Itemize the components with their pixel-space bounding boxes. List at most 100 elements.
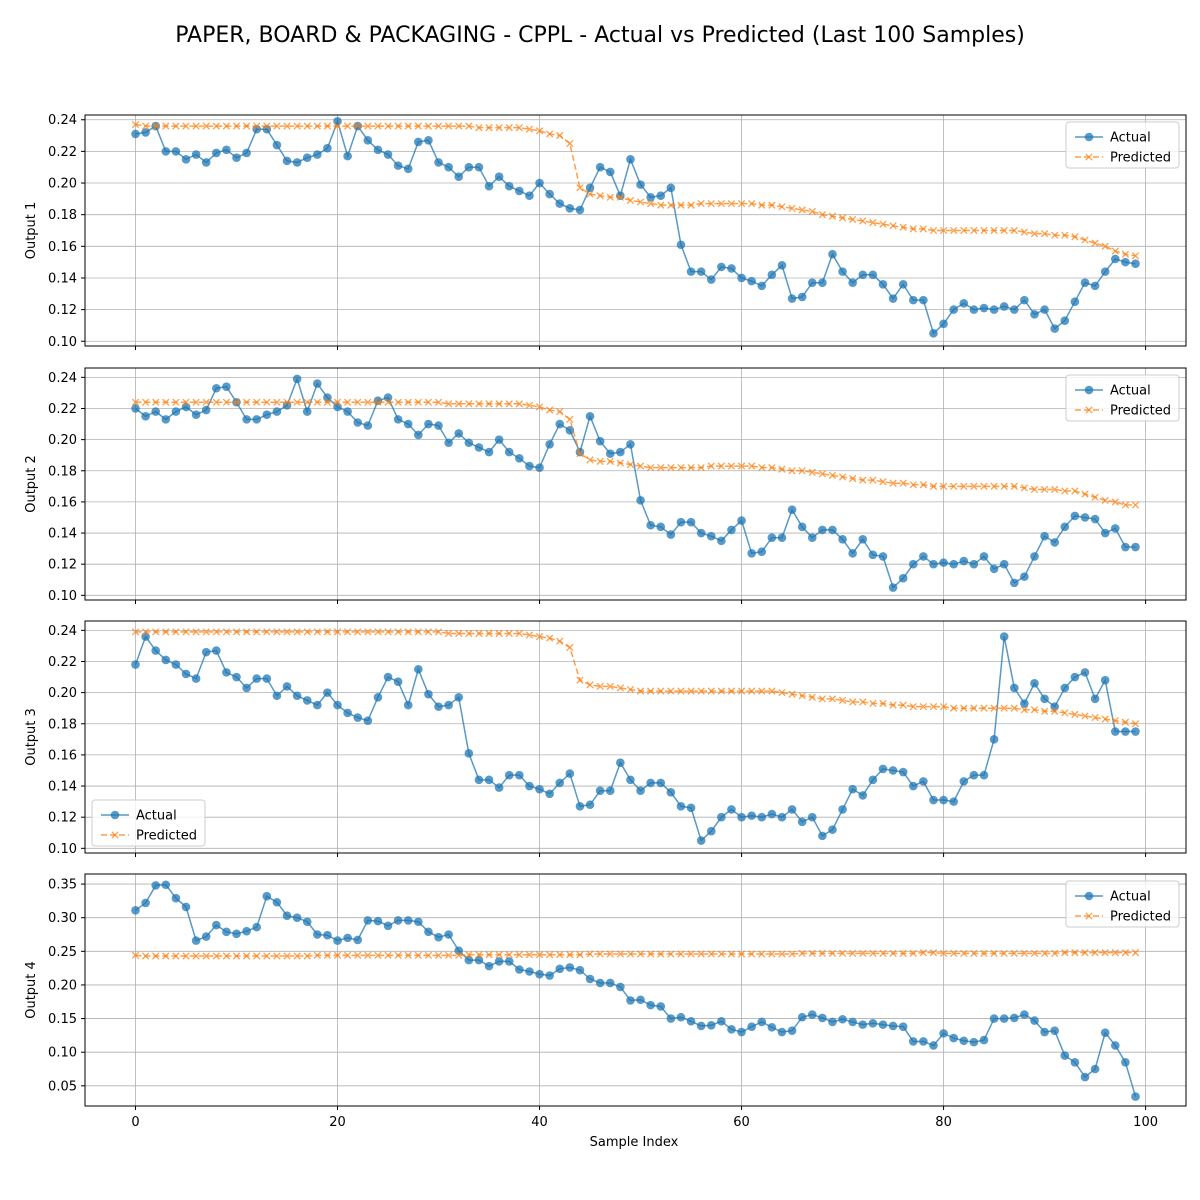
- predicted-point: [404, 951, 412, 960]
- legend-predicted-marker: [1085, 406, 1093, 414]
- predicted-point: [424, 122, 433, 130]
- actual-point: [191, 936, 201, 945]
- x-tick-label: 40: [531, 1115, 548, 1130]
- predicted-point: [1040, 485, 1049, 494]
- predicted-point: [354, 951, 362, 960]
- actual-point: [504, 957, 514, 966]
- actual-point: [292, 691, 302, 701]
- predicted-point: [727, 199, 736, 208]
- actual-point: [979, 303, 989, 313]
- actual-point: [727, 264, 736, 273]
- actual-point: [939, 795, 948, 805]
- predicted-point: [1000, 704, 1008, 712]
- predicted-point: [606, 193, 614, 201]
- predicted-point: [1081, 712, 1089, 720]
- y-tick-label: 0.20: [48, 433, 77, 448]
- actual-point: [1020, 699, 1029, 708]
- actual-point: [161, 415, 171, 424]
- predicted-point: [172, 122, 180, 130]
- predicted-point: [313, 398, 321, 406]
- predicted-point: [515, 400, 523, 408]
- predicted-point: [576, 951, 584, 959]
- actual-point: [979, 770, 989, 780]
- predicted-point: [333, 628, 342, 636]
- predicted-point: [566, 139, 574, 148]
- actual-point: [969, 1037, 979, 1047]
- actual-point: [302, 917, 312, 927]
- actual-point: [494, 783, 504, 792]
- actual-point: [282, 682, 292, 691]
- actual-point: [151, 407, 161, 416]
- actual-point: [141, 411, 150, 421]
- legend-label-actual: Actual: [1110, 131, 1151, 146]
- legend-predicted-marker: [111, 831, 119, 839]
- actual-point: [525, 191, 534, 200]
- predicted-point: [374, 628, 382, 636]
- predicted-point: [1010, 704, 1018, 712]
- actual-point: [444, 700, 453, 710]
- actual-point: [1030, 1016, 1039, 1025]
- actual-point: [141, 128, 150, 137]
- actual-point: [302, 696, 312, 705]
- actual-point: [1100, 1028, 1110, 1038]
- predicted-point: [909, 702, 917, 711]
- actual-point: [898, 573, 908, 583]
- predicted-point: [566, 951, 574, 959]
- predicted-point: [596, 682, 604, 691]
- predicted-point: [424, 951, 433, 960]
- actual-point: [595, 162, 605, 172]
- actual-point: [171, 147, 181, 156]
- actual-point: [908, 295, 918, 305]
- actual-point: [444, 930, 453, 939]
- predicted-point: [626, 950, 635, 958]
- y-tick-label: 0.30: [48, 911, 77, 926]
- actual-point: [222, 382, 231, 391]
- predicted-point: [313, 122, 321, 130]
- y-tick-label: 0.20: [48, 686, 77, 701]
- actual-point: [767, 533, 777, 543]
- predicted-point: [1081, 236, 1089, 244]
- actual-point: [605, 786, 615, 796]
- actual-point: [313, 150, 322, 159]
- predicted-point: [960, 482, 968, 490]
- predicted-point: [162, 628, 170, 636]
- predicted-point: [374, 122, 382, 130]
- actual-point: [595, 786, 605, 796]
- predicted-point: [424, 628, 433, 636]
- actual-point: [818, 525, 827, 535]
- actual-point: [434, 158, 443, 167]
- predicted-point: [414, 951, 422, 960]
- predicted-point: [313, 951, 321, 960]
- actual-point: [686, 803, 696, 813]
- predicted-point: [414, 628, 422, 636]
- predicted-point: [687, 463, 695, 472]
- actual-point: [686, 1016, 696, 1026]
- actual-point: [949, 559, 958, 569]
- actual-point: [1131, 259, 1140, 269]
- predicted-point: [798, 949, 806, 958]
- predicted-point: [1091, 493, 1099, 501]
- actual-point: [787, 505, 797, 514]
- actual-point: [494, 172, 504, 182]
- actual-point: [373, 916, 383, 926]
- actual-point: [151, 646, 161, 655]
- actual-point: [959, 556, 969, 566]
- predicted-point: [495, 951, 503, 959]
- actual-point: [949, 305, 958, 314]
- predicted-point: [687, 201, 695, 209]
- predicted-point: [394, 951, 402, 960]
- predicted-point: [646, 687, 655, 695]
- predicted-point: [1040, 707, 1049, 715]
- y-axis-label: Output 1: [24, 202, 39, 260]
- actual-point: [818, 831, 827, 841]
- predicted-point: [444, 951, 453, 960]
- predicted-point: [485, 400, 493, 408]
- predicted-point: [646, 463, 655, 472]
- predicted-point: [1111, 247, 1119, 255]
- actual-point: [232, 929, 241, 939]
- actual-point: [727, 805, 736, 814]
- actual-line: [135, 883, 1137, 1097]
- actual-point: [131, 660, 140, 669]
- x-tick-label: 100: [1133, 1115, 1158, 1130]
- actual-point: [666, 530, 676, 539]
